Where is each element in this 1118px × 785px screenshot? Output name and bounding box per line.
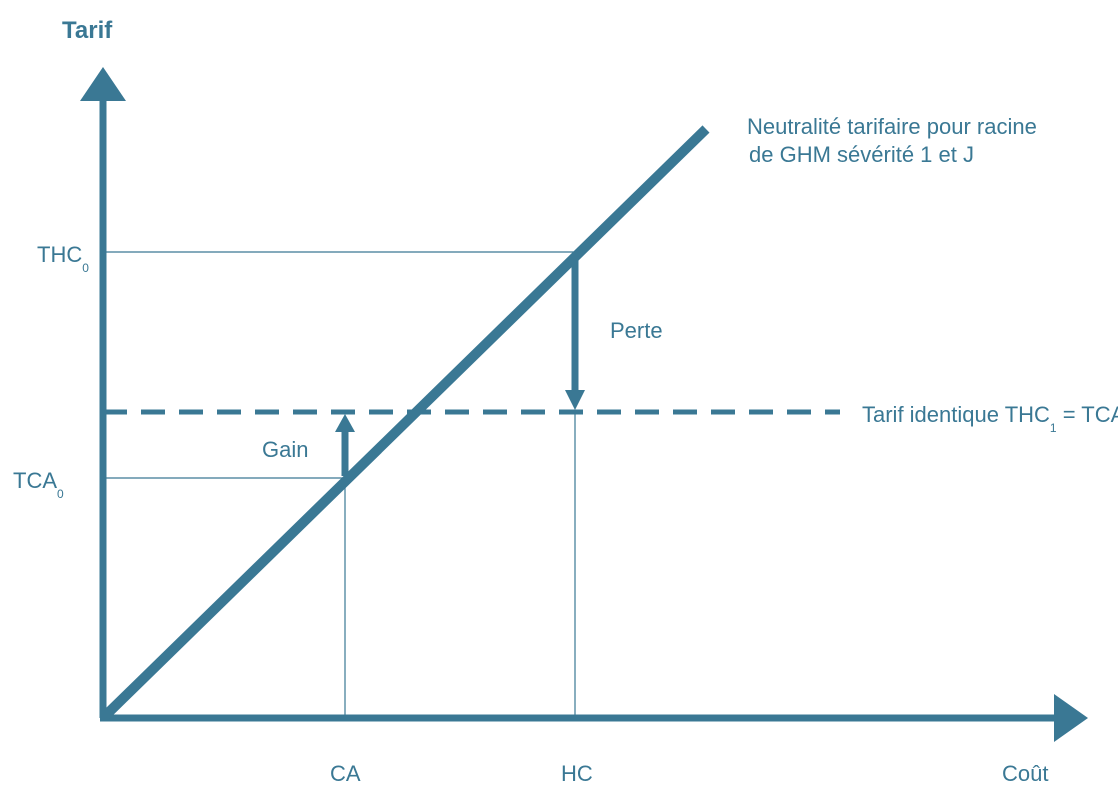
thc0-label: THC0 — [37, 242, 89, 275]
neutrality-line — [101, 125, 710, 720]
hc-label: HC — [561, 761, 593, 785]
y-axis-title: Tarif — [62, 17, 113, 44]
gain-label: Gain — [262, 437, 308, 462]
identical-tariff-label: Tarif identique THC1 = TCA1 — [862, 402, 1118, 435]
x-axis-title: Coût — [1002, 761, 1048, 785]
ca-label: CA — [330, 761, 361, 785]
perte-label: Perte — [610, 318, 663, 343]
x-axis-arrowhead — [1054, 694, 1088, 742]
neutrality-label-line1: Neutralité tarifaire pour racine — [747, 114, 1037, 139]
gain-arrowhead — [335, 414, 355, 432]
tca0-label: TCA0 — [13, 468, 64, 501]
y-axis-arrowhead — [80, 67, 126, 101]
perte-arrowhead — [565, 390, 585, 410]
neutrality-label-line2: de GHM sévérité 1 et J — [749, 142, 974, 167]
